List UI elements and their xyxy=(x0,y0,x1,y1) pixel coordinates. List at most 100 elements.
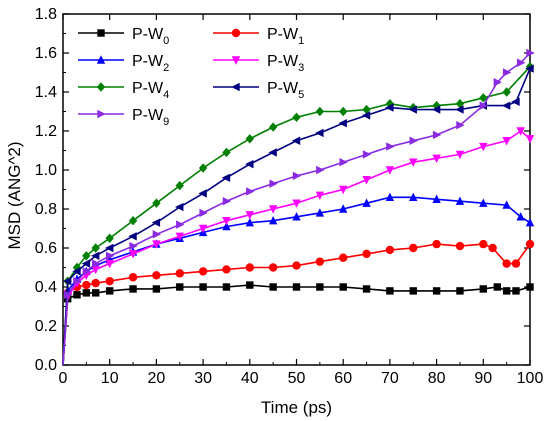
x-tick-label: 60 xyxy=(334,370,352,387)
data-point xyxy=(81,259,91,268)
x-tick-label: 0 xyxy=(59,370,68,387)
axes: 0 10 20 30 40 50 60 70 80 90 1000.00.20.40.60.81.0… xyxy=(35,6,544,387)
legend-entry-p-w4: P-W4 xyxy=(78,80,169,101)
y-axis-title: MSD (ANG^2) xyxy=(5,141,24,249)
data-point xyxy=(511,259,521,268)
series-p-w0 xyxy=(62,281,534,366)
data-point xyxy=(512,287,520,295)
legend-entry-p-w5: P-W5 xyxy=(213,80,304,101)
data-point xyxy=(455,150,465,160)
data-point xyxy=(409,192,418,201)
data-point xyxy=(269,283,277,291)
data-point xyxy=(479,198,488,207)
data-point xyxy=(339,158,348,167)
data-point xyxy=(362,249,371,259)
data-point xyxy=(502,200,511,209)
data-point xyxy=(502,137,511,146)
data-point xyxy=(361,111,371,120)
series-p-w1 xyxy=(62,239,535,366)
data-point xyxy=(525,64,534,73)
data-point xyxy=(493,78,503,87)
data-point xyxy=(479,239,488,249)
data-point xyxy=(105,276,114,286)
data-point xyxy=(408,105,417,114)
data-point xyxy=(339,283,347,291)
data-point xyxy=(516,58,526,67)
data-point xyxy=(128,250,138,259)
data-point xyxy=(409,287,417,295)
x-tick-label: 30 xyxy=(194,370,212,387)
series-p-w4 xyxy=(62,61,535,366)
legend-entry-p-w0: P-W0 xyxy=(78,26,169,47)
data-point xyxy=(245,217,254,227)
legend-label-text: P-W xyxy=(132,80,164,97)
data-point xyxy=(292,199,301,208)
legend-marker xyxy=(231,28,241,38)
data-point xyxy=(151,218,161,227)
series-p-w9 xyxy=(62,48,535,366)
data-point xyxy=(409,136,418,145)
data-point xyxy=(268,205,278,214)
data-point xyxy=(90,251,100,260)
data-point xyxy=(502,259,511,268)
data-point xyxy=(493,283,502,291)
x-tick-label: 80 xyxy=(428,370,446,387)
data-point xyxy=(105,233,114,243)
data-point xyxy=(362,176,371,185)
data-point xyxy=(316,165,325,175)
data-point xyxy=(315,191,325,201)
data-point xyxy=(362,150,372,159)
data-point xyxy=(175,269,184,278)
data-point xyxy=(432,154,441,163)
data-point xyxy=(386,142,395,151)
data-point xyxy=(198,267,208,276)
data-point xyxy=(268,216,278,225)
legend-label-text: P-W xyxy=(132,26,164,43)
data-point xyxy=(245,211,254,220)
data-point xyxy=(516,212,525,221)
legend-label-subscript: 1 xyxy=(298,35,304,47)
data-point xyxy=(409,243,418,253)
data-point xyxy=(291,136,301,145)
legend-marker xyxy=(96,55,106,64)
data-point xyxy=(525,217,535,227)
data-point xyxy=(502,287,511,295)
data-point xyxy=(129,241,138,251)
legend-marker xyxy=(231,82,240,92)
x-tick-label: 50 xyxy=(288,370,306,387)
data-point xyxy=(82,267,92,276)
data-point xyxy=(245,159,254,169)
data-point xyxy=(431,105,441,114)
legend-label-subscript: 0 xyxy=(163,35,169,47)
data-point xyxy=(455,196,465,205)
data-point xyxy=(386,287,394,295)
y-tick-label: 0.2 xyxy=(35,318,57,335)
data-point xyxy=(198,163,208,173)
data-point xyxy=(385,192,395,201)
x-tick-label: 100 xyxy=(517,370,544,387)
data-point xyxy=(292,171,302,181)
legend-label-subscript: 2 xyxy=(163,62,169,74)
data-point xyxy=(105,243,114,253)
data-point xyxy=(516,127,525,136)
data-point xyxy=(456,287,464,295)
data-point xyxy=(339,204,348,213)
x-tick-label: 10 xyxy=(101,370,119,387)
data-point xyxy=(199,208,208,218)
data-point xyxy=(152,285,161,293)
data-point xyxy=(488,243,497,253)
data-point xyxy=(362,198,371,207)
data-point xyxy=(221,173,231,182)
legend-entry-p-w9: P-W9 xyxy=(78,107,169,128)
data-point xyxy=(315,106,325,117)
legend-label-subscript: 5 xyxy=(298,89,304,101)
legend-label-text: P-W xyxy=(267,53,299,70)
data-point xyxy=(456,120,465,130)
data-point xyxy=(128,232,137,241)
y-tick-label: 0.8 xyxy=(35,201,57,218)
legend-entry-p-w2: P-W2 xyxy=(78,53,169,74)
legend-label: P-W9 xyxy=(132,107,169,128)
data-point xyxy=(152,230,162,239)
data-point xyxy=(385,166,395,175)
data-point xyxy=(106,287,114,295)
